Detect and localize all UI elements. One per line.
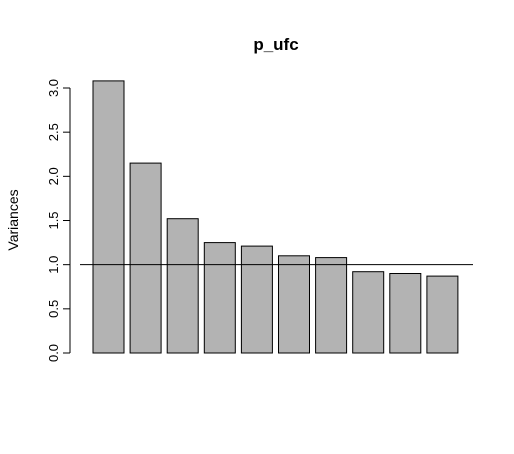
bar-6 [278, 255, 310, 354]
y-tick-label: 0.5 [46, 300, 61, 318]
y-axis: 0.0 0.5 1.0 1.5 2.0 2.5 3.0 [46, 79, 71, 362]
bars-group [92, 80, 459, 354]
y-tick-label: 3.0 [46, 79, 61, 97]
bar-7 [315, 257, 348, 354]
bar-3 [166, 218, 199, 354]
y-tick-label: 2.0 [46, 167, 61, 185]
y-tick-label: 2.5 [46, 123, 61, 141]
y-tick-label: 1.5 [46, 211, 61, 229]
bar-4 [203, 242, 236, 354]
chart-title: p_ufc [253, 35, 298, 54]
bar-9 [389, 273, 422, 354]
bar-2 [129, 162, 162, 354]
y-tick-label: 1.0 [46, 256, 61, 274]
bar-5 [240, 245, 273, 354]
bar-8 [352, 271, 385, 354]
bar-1 [92, 80, 125, 354]
y-axis-label: Variances [5, 189, 21, 250]
bar-10 [426, 275, 459, 354]
y-tick-label: 0.0 [46, 344, 61, 362]
